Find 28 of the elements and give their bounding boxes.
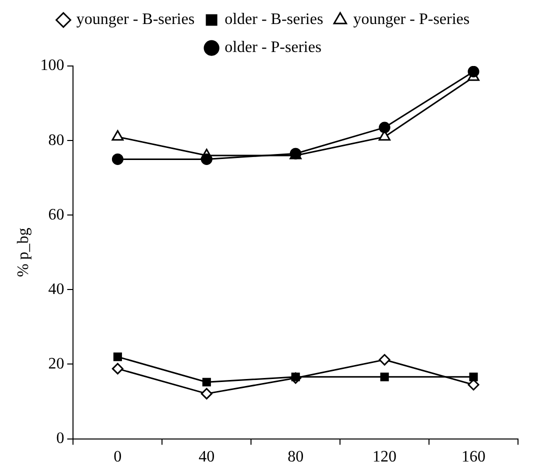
point bbox=[200, 153, 212, 165]
point bbox=[468, 66, 480, 78]
y-tick-label: 60 bbox=[48, 206, 64, 224]
x-tick-label: 0 bbox=[114, 448, 122, 466]
x-tick-label: 120 bbox=[372, 448, 397, 466]
point bbox=[200, 388, 212, 400]
point bbox=[380, 372, 389, 382]
legend-label: older - P-series bbox=[224, 39, 322, 56]
x-tick-label: 80 bbox=[288, 448, 304, 466]
point bbox=[112, 362, 124, 374]
y-tick-label: 40 bbox=[48, 280, 64, 298]
y-tick-label: 0 bbox=[56, 430, 64, 448]
point bbox=[469, 372, 478, 382]
legend-label: younger - B-series bbox=[76, 11, 195, 28]
point bbox=[113, 352, 122, 362]
legend-label: younger - P-series bbox=[353, 11, 470, 28]
y-tick-label: 20 bbox=[48, 355, 64, 372]
x-tick-label: 160 bbox=[462, 448, 486, 466]
point bbox=[378, 122, 390, 134]
y-tick-label: 100 bbox=[40, 57, 64, 74]
x-tick-label: 40 bbox=[198, 448, 215, 466]
point bbox=[378, 354, 390, 366]
point bbox=[202, 378, 211, 386]
point bbox=[112, 153, 124, 165]
y-axis-title: % p_bg bbox=[14, 228, 32, 278]
legend-label: older - B-series bbox=[224, 11, 324, 28]
point bbox=[112, 130, 124, 141]
y-tick-label: 80 bbox=[48, 132, 64, 149]
